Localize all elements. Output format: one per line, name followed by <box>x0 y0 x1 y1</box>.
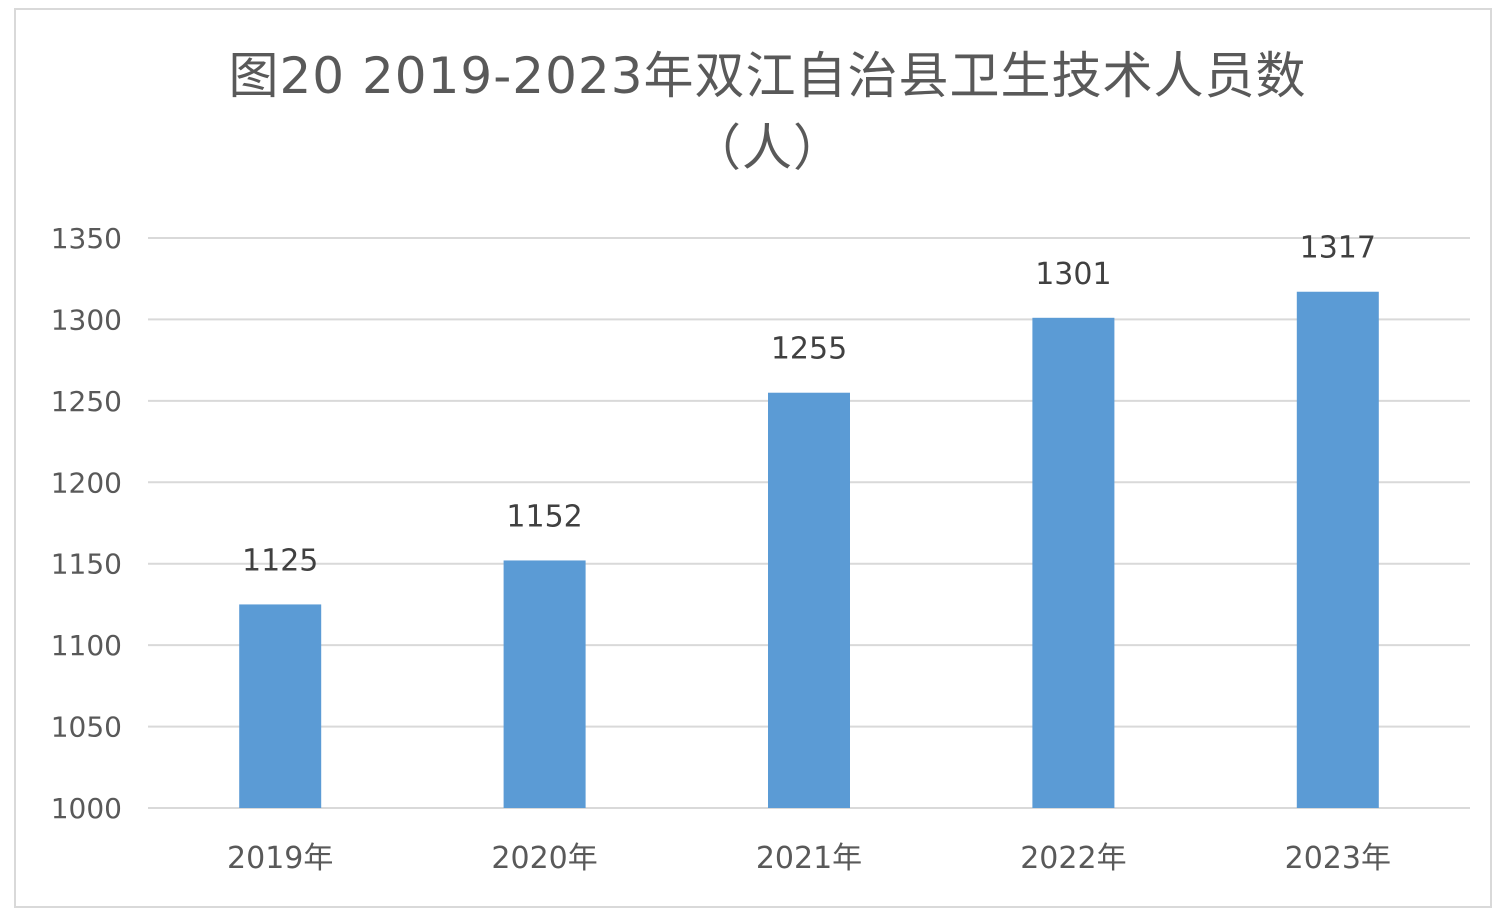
chart-title: 图20 2019-2023年双江自治县卫生技术人员数 <box>228 47 1307 105</box>
y-tick-label: 1050 <box>51 711 122 744</box>
y-axis-ticks: 1000 1050 1100 1150 1200 1250 1300 1350 <box>51 222 122 825</box>
y-tick-label: 1150 <box>51 548 122 581</box>
x-axis-categories: 2019年 2020年 2021年 2022年 2023年 <box>227 841 1391 876</box>
y-tick-label: 1250 <box>51 385 122 418</box>
bar-value-label: 1301 <box>1035 257 1111 292</box>
y-tick-label: 1300 <box>51 303 122 336</box>
bar <box>1296 291 1379 808</box>
bar-value-label: 1317 <box>1300 231 1376 266</box>
x-category-label: 2021年 <box>756 841 862 876</box>
bar <box>503 560 586 808</box>
bar-value-label: 1255 <box>771 332 847 367</box>
y-tick-label: 1200 <box>51 466 122 499</box>
x-category-label: 2023年 <box>1285 841 1391 876</box>
bar <box>239 604 322 808</box>
bar-value-label: 1152 <box>506 499 582 534</box>
bar <box>768 392 850 808</box>
x-category-label: 2022年 <box>1020 841 1126 876</box>
y-tick-label: 1100 <box>51 629 122 662</box>
data-labels: 1125 1152 1255 1301 1317 <box>242 231 1376 579</box>
x-category-label: 2019年 <box>227 841 333 876</box>
chart-subtitle: （人） <box>691 119 844 177</box>
chart-title-block: 图20 2019-2023年双江自治县卫生技术人员数 （人） <box>0 40 1505 184</box>
bar-value-label: 1125 <box>242 543 318 578</box>
y-tick-label: 1000 <box>51 792 122 825</box>
bar <box>1032 317 1115 808</box>
y-tick-label: 1350 <box>51 222 122 255</box>
bars <box>239 291 1379 808</box>
x-category-label: 2020年 <box>491 841 597 876</box>
